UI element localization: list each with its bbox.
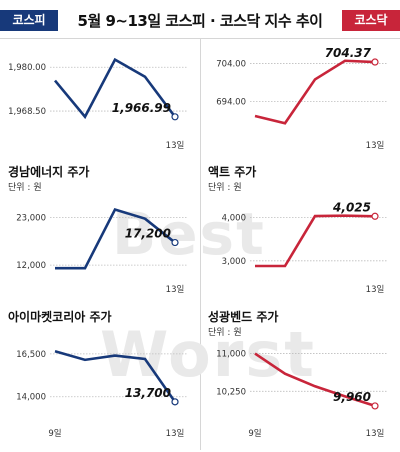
imarket-title: 아이마켓코리아 주가 xyxy=(8,309,112,324)
kyungnam-point-4 xyxy=(171,238,179,247)
kospi-last-value-label: 1,966.99 xyxy=(112,101,171,115)
imarket-y-tick-label-1: 16,500 xyxy=(16,350,46,360)
kospi-series-line xyxy=(53,57,177,120)
column-divider xyxy=(200,38,201,450)
act-last-value-label: 4,025 xyxy=(332,200,371,214)
kyungnam-x-tick-label-4: 13일 xyxy=(166,285,185,295)
kospi-y-tick-label-1: 1,980.00 xyxy=(8,63,46,73)
sungkwang-y-tick-label-1: 11,000 xyxy=(216,350,246,360)
kyungnam-y-tick-label-0: 12,000 xyxy=(16,261,46,271)
kyungnam-unit: 단위 : 원 xyxy=(8,182,42,193)
imarket-y-tick-label-0: 14,000 xyxy=(16,393,46,403)
act-x-tick-label-4: 13일 xyxy=(366,285,385,295)
kosdaq-series-line xyxy=(254,59,376,125)
imarket-korea-chart: 아이마켓코리아 주가 14,000 16,500 9일 13일 13,700 xyxy=(8,309,188,439)
imarket-x-tick-label-0: 9일 xyxy=(48,429,61,439)
kospi-chart: 1,968.50 1,980.00 13일 1,966.99 xyxy=(8,57,188,151)
imarket-point-4 xyxy=(171,398,179,406)
page-title: 5월 9~13일 코스피 · 코스닥 지수 추이 xyxy=(77,12,323,30)
kosdaq-last-value-label: 704.37 xyxy=(325,46,372,60)
kyungnam-last-value-label: 17,200 xyxy=(125,227,171,241)
sungkwang-x-tick-label-4: 13일 xyxy=(366,429,385,439)
kospi-tag: 코스피 xyxy=(0,10,58,31)
imarket-x-tick-label-4: 13일 xyxy=(166,429,185,439)
kospi-point-4 xyxy=(171,113,179,121)
imarket-series-line xyxy=(54,350,177,403)
act-y-tick-label-1: 4,000 xyxy=(222,213,246,223)
act-series-line xyxy=(255,214,376,268)
act-y-tick-label-0: 3,000 xyxy=(222,257,246,267)
kospi-x-tick-label-4: 13일 xyxy=(166,141,185,151)
kosdaq-x-tick-label-4: 13일 xyxy=(366,141,385,151)
header: 코스피 5월 9~13일 코스피 · 코스닥 지수 추이 코스닥 xyxy=(0,0,400,40)
watermark-best: Best xyxy=(112,200,266,268)
kyungnam-title: 경남에너지 주가 xyxy=(8,164,89,179)
sungkwang-y-tick-label-0: 10,250 xyxy=(216,387,246,397)
kosdaq-y-tick-label-1: 704.00 xyxy=(216,59,246,69)
act-point-4 xyxy=(371,212,379,220)
kosdaq-y-tick-label-0: 694.00 xyxy=(216,98,246,108)
act-unit: 단위 : 원 xyxy=(208,182,242,193)
kyungnam-series-line xyxy=(55,207,176,270)
sungkwang-last-value-label: 9,960 xyxy=(333,390,371,404)
kosdaq-point-4 xyxy=(371,58,379,66)
sungkwang-series-line xyxy=(254,352,376,408)
kyungnam-y-tick-label-1: 23,000 xyxy=(16,213,46,223)
watermark-worst: Worst xyxy=(100,318,316,391)
sungkwang-unit: 단위 : 원 xyxy=(208,327,242,338)
kosdaq-chart: 694.00 704.00 13일 704.37 xyxy=(216,46,388,151)
kosdaq-tag: 코스닥 xyxy=(342,10,400,31)
act-title: 액트 주가 xyxy=(208,164,256,179)
imarket-last-value-label: 13,700 xyxy=(125,386,171,400)
sungkwang-title: 성광벤드 주가 xyxy=(208,309,278,324)
sungkwang-point-4 xyxy=(371,402,379,410)
sungkwang-x-tick-label-0: 9일 xyxy=(248,429,261,439)
kospi-y-tick-label-0: 1,968.50 xyxy=(8,107,46,117)
